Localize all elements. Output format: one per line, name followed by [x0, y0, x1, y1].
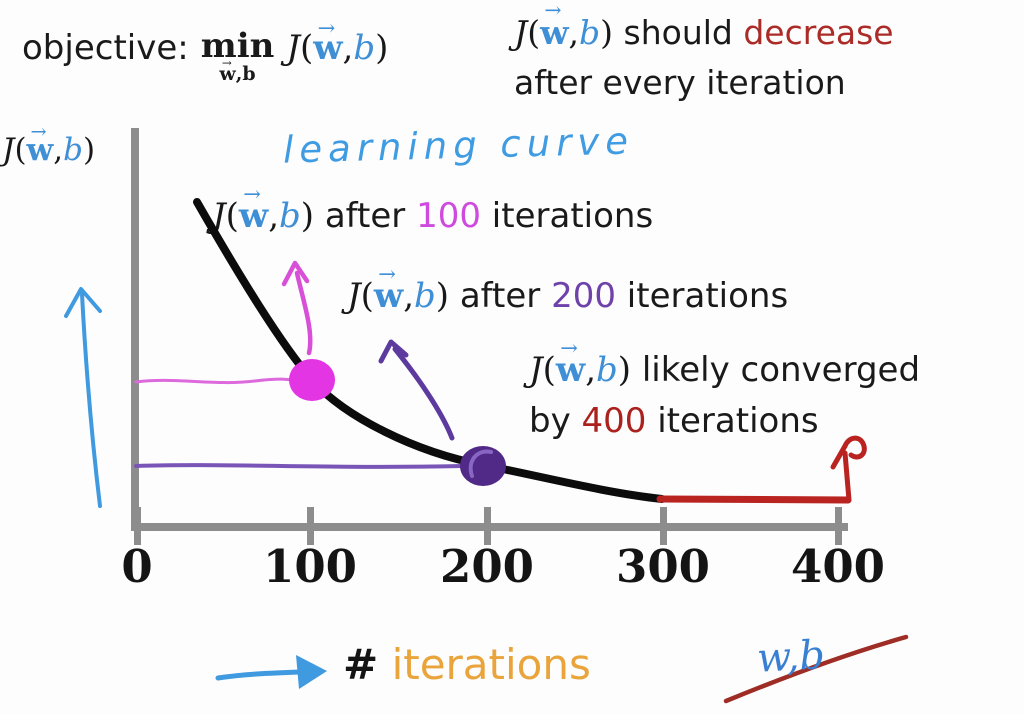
- decrease-note-line2: after every iteration: [514, 63, 846, 103]
- x-tick-label-300: 300: [616, 540, 710, 593]
- x-tick-0: [134, 507, 141, 545]
- cost-function-expr: J(→ w,b): [286, 14, 389, 68]
- hash-symbol: #: [343, 640, 379, 689]
- wb-crossed-out: w,b: [755, 632, 826, 682]
- x-tick-label-0: 0: [121, 540, 153, 593]
- y-direction-arrow-icon: [64, 287, 102, 508]
- iteration-count-200: 200: [551, 276, 616, 316]
- cost-function-expr: J(→ w,b): [514, 0, 614, 52]
- iteration-count-400: 400: [581, 401, 647, 441]
- x-direction-arrow-icon: [215, 655, 327, 689]
- annotation-converged-line2: by 400 iterations: [529, 401, 819, 441]
- annotation-converged-line1: J(→ w,b) likely converged: [529, 334, 921, 390]
- up-arrow-100-icon: [281, 260, 313, 356]
- converged-segment: [656, 495, 852, 504]
- min-subscript: → w,b: [219, 56, 256, 86]
- cost-function-expr: J(→ w,b): [347, 260, 450, 316]
- reference-line-200: [134, 463, 464, 469]
- x-tick-label-400: 400: [791, 540, 885, 593]
- iteration-count-100: 100: [416, 196, 481, 236]
- decrease-note-line1: J(→ w,b) should decrease: [514, 0, 894, 52]
- up-arrow-200-icon: [378, 339, 455, 441]
- objective-label: objective:: [22, 28, 189, 68]
- iterations-word: iterations: [391, 640, 591, 689]
- marker-dot-100: [289, 359, 335, 401]
- reference-line-100: [134, 377, 304, 385]
- cost-function-expr: J(→ w,b): [212, 180, 315, 236]
- x-tick-200: [484, 507, 491, 545]
- y-axis-label: J(→ w,b): [2, 120, 96, 168]
- annotation-converged-400: J(→ w,b) likely converged by 400 iteratio…: [529, 334, 921, 447]
- chart-title: learning curve: [282, 119, 635, 172]
- x-tick-label-100: 100: [263, 540, 357, 593]
- annotation-100-iterations: J(→ w,b) after 100 iterations: [212, 180, 654, 236]
- x-axis-caption: # iterations: [343, 640, 591, 689]
- cost-function-expr: J(→ w,b): [529, 334, 632, 390]
- cost-function-expr: J(→ w,b): [2, 120, 96, 168]
- annotation-200-iterations: J(→ w,b) after 200 iterations: [347, 260, 789, 316]
- decrease-highlight: decrease: [743, 13, 894, 52]
- converged-arrow-icon: [830, 435, 867, 503]
- decrease-note: J(→ w,b) should decrease after every iter…: [514, 0, 894, 108]
- min-operator: min → w,b: [200, 26, 275, 86]
- x-tick-300: [660, 507, 667, 545]
- x-tick-400: [835, 507, 842, 545]
- marker-dot-200: [460, 446, 506, 486]
- x-tick-100: [307, 507, 314, 545]
- y-axis-line: [131, 128, 139, 531]
- x-tick-label-200: 200: [440, 540, 534, 593]
- objective-expression: objective: min → w,b J(→ w,b): [22, 14, 389, 86]
